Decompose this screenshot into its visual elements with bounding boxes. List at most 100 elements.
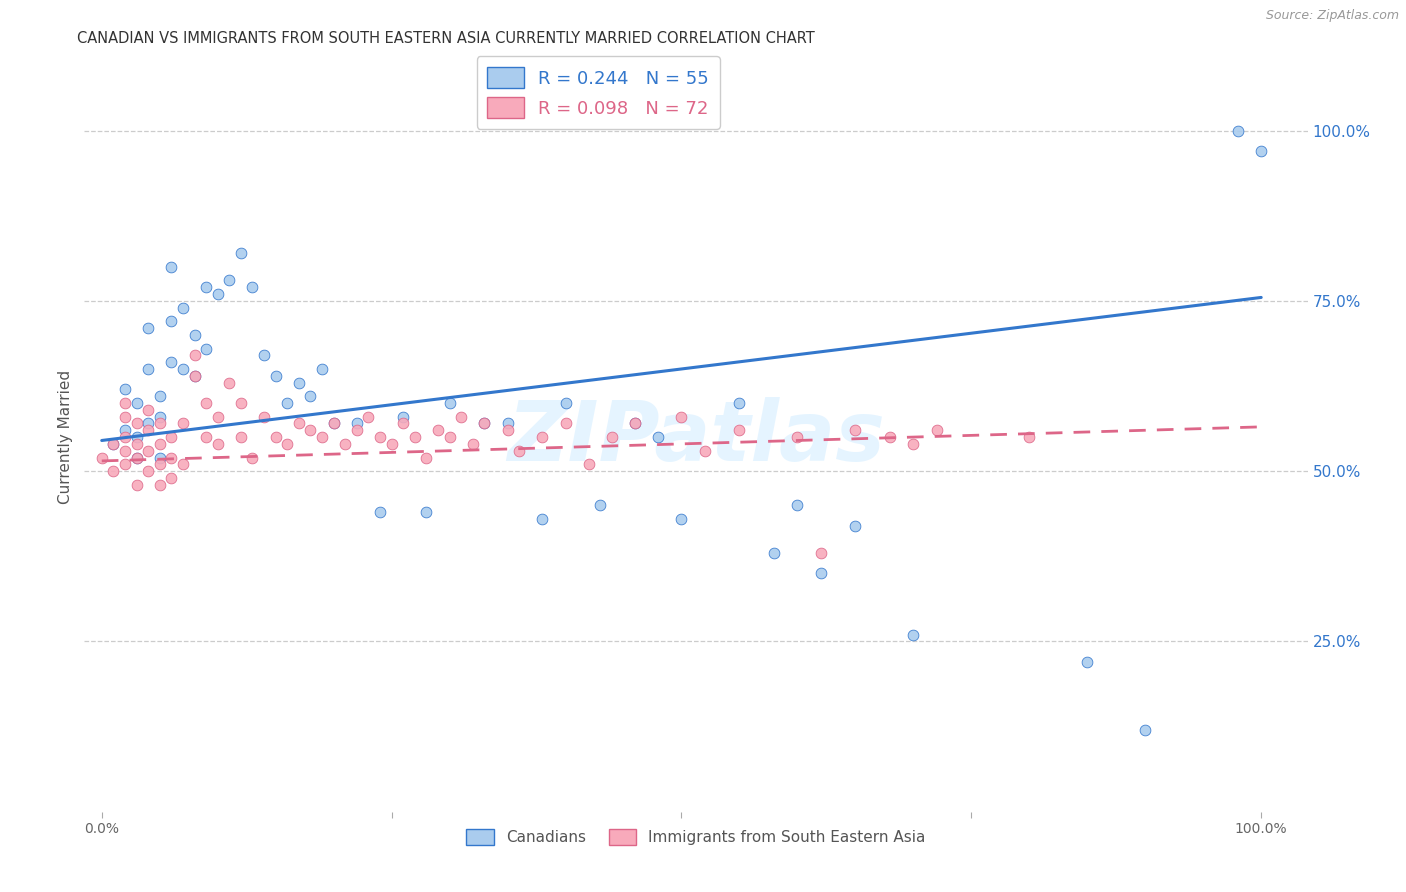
Point <box>160 314 183 328</box>
Y-axis label: Currently Married: Currently Married <box>58 370 73 504</box>
Point <box>474 417 496 431</box>
Point <box>103 464 125 478</box>
Point <box>578 458 600 472</box>
Point <box>439 396 461 410</box>
Point <box>508 443 530 458</box>
Point <box>786 498 808 512</box>
Point <box>392 409 415 424</box>
Point <box>496 417 519 431</box>
Point <box>335 437 357 451</box>
Point <box>844 423 866 437</box>
Point <box>136 321 159 335</box>
Point <box>531 512 554 526</box>
Point <box>903 437 925 451</box>
Point <box>125 450 148 465</box>
Point <box>125 417 148 431</box>
Point <box>149 437 172 451</box>
Point <box>381 437 404 451</box>
Point <box>149 417 172 431</box>
Point <box>114 443 136 458</box>
Point <box>624 417 647 431</box>
Point <box>810 566 832 581</box>
Point <box>903 627 925 641</box>
Point <box>195 396 218 410</box>
Point <box>160 430 183 444</box>
Point <box>114 458 136 472</box>
Point <box>136 443 159 458</box>
Point <box>1250 144 1272 158</box>
Point <box>415 450 437 465</box>
Point <box>136 362 159 376</box>
Point <box>195 280 218 294</box>
Point <box>786 430 808 444</box>
Point <box>288 376 311 390</box>
Point <box>299 423 322 437</box>
Point <box>276 396 298 410</box>
Point <box>763 546 786 560</box>
Point <box>103 437 125 451</box>
Point <box>90 450 112 465</box>
Point <box>879 430 901 444</box>
Point <box>693 443 716 458</box>
Point <box>322 417 344 431</box>
Point <box>149 458 172 472</box>
Point <box>172 458 194 472</box>
Point <box>160 471 183 485</box>
Point <box>288 417 311 431</box>
Point <box>474 417 496 431</box>
Point <box>136 464 159 478</box>
Point <box>671 512 693 526</box>
Point <box>554 396 576 410</box>
Point <box>554 417 576 431</box>
Point <box>114 383 136 397</box>
Point <box>160 260 183 274</box>
Point <box>207 437 229 451</box>
Point <box>728 423 751 437</box>
Point <box>114 423 136 437</box>
Point <box>125 450 148 465</box>
Point <box>925 423 948 437</box>
Point <box>114 396 136 410</box>
Point <box>496 423 519 437</box>
Point <box>253 348 276 362</box>
Point <box>160 355 183 369</box>
Point <box>647 430 669 444</box>
Point <box>264 430 287 444</box>
Point <box>136 417 159 431</box>
Point <box>346 417 368 431</box>
Point <box>392 417 415 431</box>
Point <box>149 477 172 491</box>
Point <box>149 450 172 465</box>
Point <box>311 362 333 376</box>
Point <box>1018 430 1040 444</box>
Point <box>415 505 437 519</box>
Point <box>450 409 472 424</box>
Point <box>322 417 344 431</box>
Point <box>439 430 461 444</box>
Point <box>183 368 205 383</box>
Point <box>368 430 391 444</box>
Text: Source: ZipAtlas.com: Source: ZipAtlas.com <box>1265 9 1399 22</box>
Point <box>136 423 159 437</box>
Point <box>103 437 125 451</box>
Point <box>357 409 380 424</box>
Point <box>114 430 136 444</box>
Point <box>311 430 333 444</box>
Point <box>404 430 426 444</box>
Point <box>461 437 484 451</box>
Point <box>844 518 866 533</box>
Point <box>195 342 218 356</box>
Point <box>149 409 172 424</box>
Point <box>183 327 205 342</box>
Point <box>242 450 264 465</box>
Point <box>125 437 148 451</box>
Point <box>136 402 159 417</box>
Text: CANADIAN VS IMMIGRANTS FROM SOUTH EASTERN ASIA CURRENTLY MARRIED CORRELATION CHA: CANADIAN VS IMMIGRANTS FROM SOUTH EASTER… <box>77 31 815 46</box>
Point <box>531 430 554 444</box>
Point <box>218 376 240 390</box>
Point <box>810 546 832 560</box>
Point <box>183 348 205 362</box>
Point <box>624 417 647 431</box>
Point <box>125 430 148 444</box>
Legend: Canadians, Immigrants from South Eastern Asia: Canadians, Immigrants from South Eastern… <box>467 830 925 846</box>
